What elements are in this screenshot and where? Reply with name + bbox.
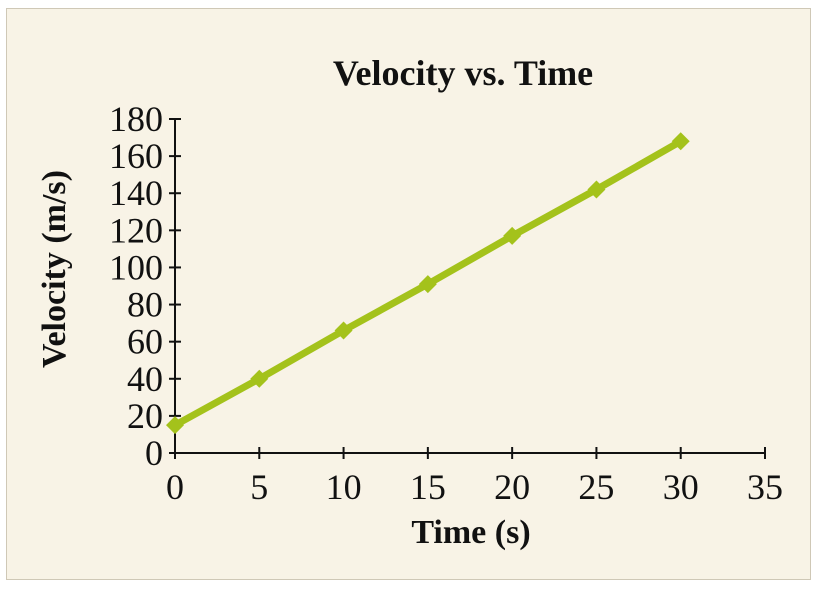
y-tick-label: 180 [109,99,163,139]
y-tick-label: 40 [127,359,163,399]
x-axis-label: Time (s) [411,514,530,551]
data-point-marker [587,180,606,199]
x-tick-label: 20 [494,467,530,507]
x-tick-label: 10 [326,467,362,507]
ticks [169,118,766,459]
data-point-marker [334,321,353,340]
y-tick-label: 0 [145,433,163,473]
x-tick-label: 30 [663,467,699,507]
x-tick-label: 5 [250,467,268,507]
x-tick-label: 35 [747,467,783,507]
chart-title: Velocity vs. Time [333,53,593,93]
y-tick-label: 160 [109,136,163,176]
chart-frame: Velocity vs. Time 0 5 10 15 20 25 30 35 0 20 40 60 8… [6,8,811,580]
y-tick-label: 100 [109,247,163,287]
data-point-marker [166,416,184,435]
data-point-marker [671,132,690,151]
y-tick-label: 120 [109,210,163,250]
y-tick-label: 20 [127,396,163,436]
axes [174,119,765,454]
velocity-time-chart: Velocity vs. Time 0 5 10 15 20 25 30 3502040608… [36,53,783,551]
series [166,132,690,435]
y-tick-label: 140 [109,173,163,213]
y-axis-label: Velocity (m/s) [36,170,73,368]
x-tick-label: 0 [166,467,184,507]
x-tick-label: 25 [578,467,614,507]
data-point-marker [418,275,437,294]
data-point-marker [250,369,269,388]
y-tick-label: 80 [127,285,163,325]
y-tick-label: 60 [127,322,163,362]
x-tick-label: 15 [410,467,446,507]
data-point-marker [503,226,522,245]
